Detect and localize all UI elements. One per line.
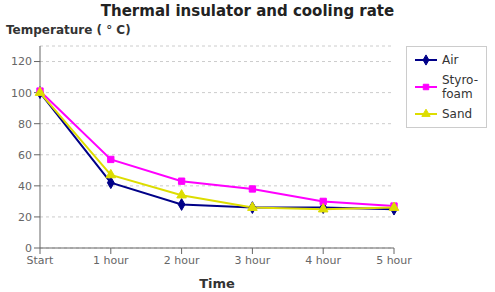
html-text:Air: Air <box>442 53 459 67</box>
svg-text:0: 0 <box>25 242 32 255</box>
svg-text:60: 60 <box>18 149 32 162</box>
svg-text:40: 40 <box>18 180 32 193</box>
svg-text:1 hour: 1 hour <box>93 254 129 267</box>
svg-text:80: 80 <box>18 118 32 131</box>
svg-text:Time: Time <box>199 276 235 291</box>
html-text:Sand: Sand <box>442 107 473 121</box>
svg-text:4 hour: 4 hour <box>305 254 341 267</box>
svg-text:120: 120 <box>11 55 32 68</box>
html-text:Thermal insulator and cooling: Thermal insulator and cooling rate <box>100 2 395 20</box>
html-text:Temperature ( ° C): Temperature ( ° C) <box>6 23 131 37</box>
html-text:Styro- foam: Styro- foam <box>442 73 478 101</box>
svg-text:100: 100 <box>11 87 32 100</box>
svg-text:5 hour: 5 hour <box>376 254 412 267</box>
svg-text:20: 20 <box>18 211 32 224</box>
svg-text:Start: Start <box>27 254 55 267</box>
svg-text:3 hour: 3 hour <box>235 254 271 267</box>
svg-text:2 hour: 2 hour <box>164 254 200 267</box>
